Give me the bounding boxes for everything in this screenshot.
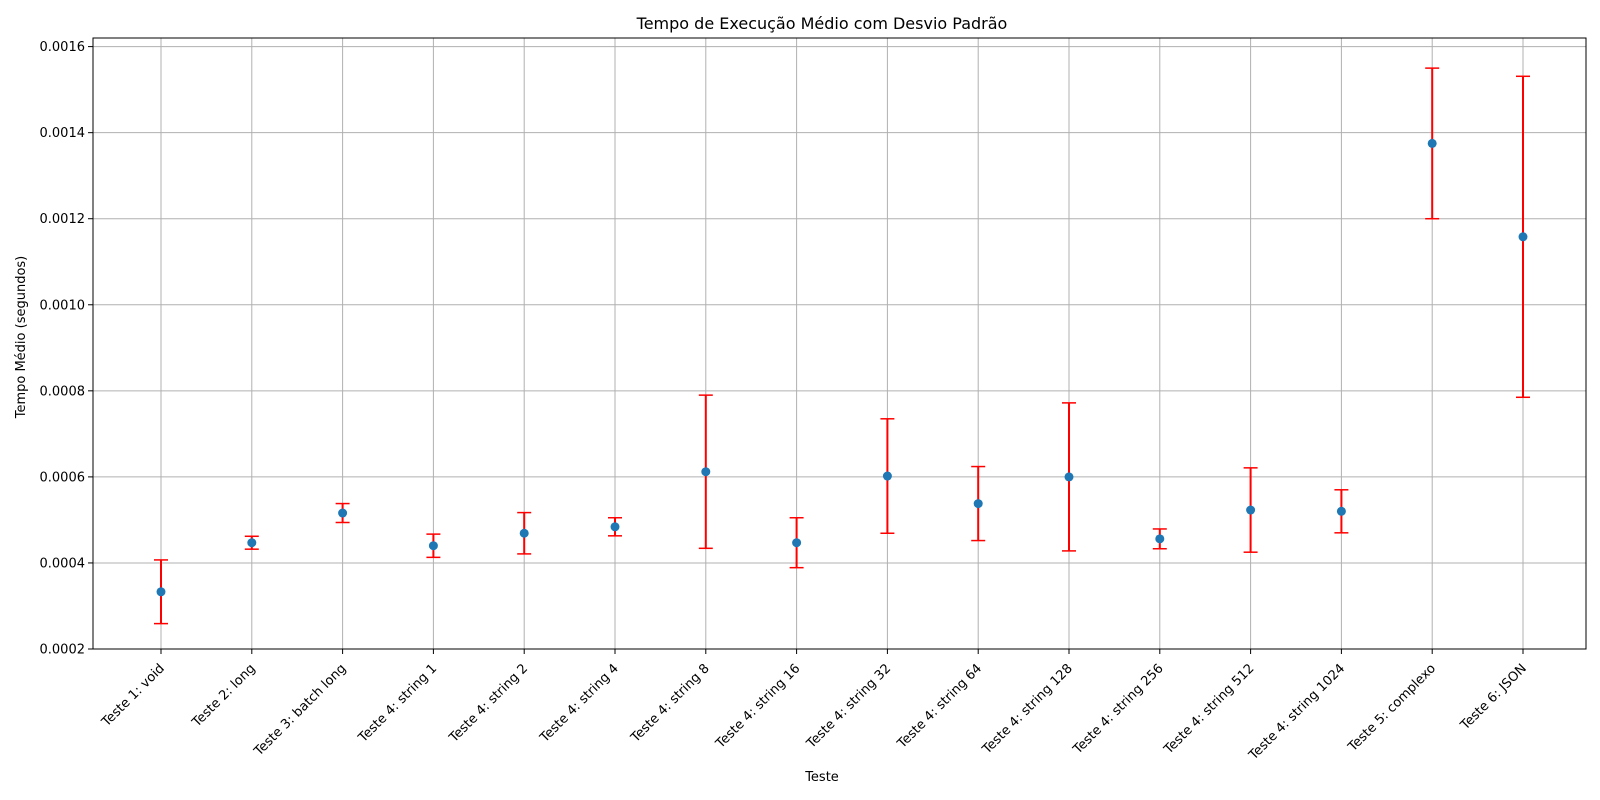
data-point (1155, 534, 1165, 544)
x-tick-label: Teste 4: string 1024 (1246, 661, 1349, 764)
y-tick-label: 0.0012 (40, 212, 86, 227)
x-tick-label: Teste 4: string 16 (713, 661, 804, 752)
chart-title: Tempo de Execução Médio com Desvio Padrã… (636, 14, 1008, 33)
x-tick-label: Teste 4: string 512 (1161, 661, 1258, 758)
point-layer (156, 138, 1528, 597)
data-point (1246, 505, 1256, 515)
x-tick-label: Teste 5: complexo (1345, 661, 1439, 755)
errorbar-layer (154, 67, 1530, 625)
x-tick-label: Teste 4: string 2 (446, 661, 531, 746)
data-point (973, 499, 983, 509)
x-tick-label: Teste 4: string 32 (803, 661, 894, 752)
data-point (156, 587, 166, 597)
y-tick-label: 0.0010 (40, 298, 86, 313)
plot-frame (92, 37, 1587, 650)
y-tick-label: 0.0006 (40, 470, 86, 485)
x-tick-label: Teste 4: string 128 (979, 661, 1076, 758)
data-point (610, 522, 620, 532)
data-point (247, 538, 257, 548)
data-point (1064, 472, 1074, 482)
x-tick-label: Teste 1: void (99, 661, 168, 730)
x-tick-label: Teste 6: JSON (1457, 661, 1530, 734)
x-tick-label: Teste 4: string 64 (894, 661, 985, 752)
y-tick-label: 0.0016 (40, 40, 86, 55)
y-axis-title: Tempo Médio (segundos) (14, 256, 29, 420)
data-point (1336, 506, 1346, 516)
x-tick-label: Teste 4: string 4 (537, 661, 622, 746)
data-point (338, 508, 348, 518)
data-point (882, 471, 892, 481)
x-axis-title: Teste (804, 770, 839, 785)
data-point (519, 528, 529, 538)
data-point (428, 541, 438, 551)
grid-layer (93, 38, 1586, 650)
data-point (1518, 232, 1528, 242)
x-tick-label: Teste 4: string 256 (1070, 661, 1167, 758)
x-tick-label: Teste 4: string 1 (355, 661, 440, 746)
x-tick-label: Teste 3: batch long (251, 661, 350, 760)
y-tick-label: 0.0004 (40, 556, 86, 571)
data-point (792, 538, 802, 548)
data-point (1427, 138, 1437, 148)
x-tick-label: Teste 4: string 8 (628, 661, 713, 746)
y-tick-label: 0.0008 (40, 384, 86, 399)
y-tick-label: 0.0014 (40, 126, 86, 141)
y-tick-label: 0.0002 (40, 643, 86, 658)
y-tick-layer: 0.0002 0.0004 0.0006 0.0008 0.0010 0.0012 0.00… (40, 40, 93, 658)
x-tick-label: Teste 2: long (189, 661, 259, 731)
data-point (701, 467, 711, 477)
